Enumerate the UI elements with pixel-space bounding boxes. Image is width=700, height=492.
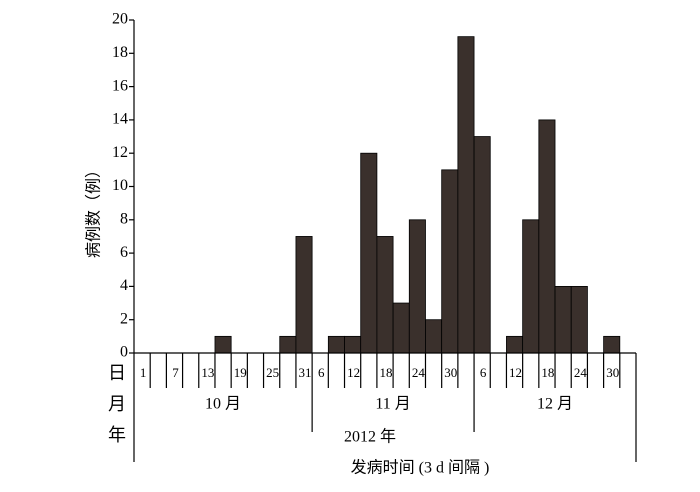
bar [554,285,572,354]
x-tick-label: 25 [266,365,279,380]
bar [279,335,297,354]
month-label: 11 月 [375,396,410,413]
y-tick-label: 0 [120,344,128,361]
y-tick-label: 10 [112,177,128,194]
row-label: 日 [108,363,126,383]
bar [473,136,491,354]
y-tick-label: 6 [120,244,128,261]
y-tick-label: 8 [120,210,128,227]
bar [522,219,540,354]
x-tick-label: 13 [201,365,214,380]
x-tick-label: 30 [606,365,619,380]
month-label: 10 月 [205,396,241,413]
x-tick-label: 31 [299,365,312,380]
x-tick-label: 30 [444,365,457,380]
bar [506,335,524,354]
bar [344,335,362,354]
x-tick-label: 6 [318,365,325,380]
bar [603,335,621,354]
month-label: 12 月 [537,396,573,413]
x-tick-label: 7 [172,365,179,380]
y-tick-label: 20 [112,11,128,28]
row-label: 年 [108,425,126,445]
bar [441,169,459,354]
bar [376,236,394,354]
x-tick-label: 24 [574,365,588,380]
x-tick-label: 1 [140,365,147,380]
y-tick-label: 2 [120,310,128,327]
year-label: 2012 年 [344,428,396,446]
bar [392,302,410,354]
x-tick-label: 12 [509,365,522,380]
y-tick-label: 18 [112,44,128,61]
y-tick-label: 16 [112,77,128,94]
bar [408,219,426,354]
y-tick-label: 4 [120,277,128,294]
bar [570,285,588,354]
bar [327,335,345,354]
bar [295,236,313,354]
x-tick-label: 6 [480,365,487,380]
row-label: 月 [108,394,126,414]
y-tick-label: 14 [112,111,128,128]
x-axis-title: 发病时间 (3 d 间隔 ) [351,459,490,477]
y-axis-title: 病例数（例） [85,162,103,258]
bar [360,152,378,354]
x-tick-label: 18 [541,365,554,380]
x-tick-label: 19 [234,365,247,380]
x-tick-label: 24 [412,365,426,380]
x-tick-label: 12 [347,365,360,380]
bar [538,119,556,354]
bar [214,335,232,354]
bar [457,36,475,354]
bar [425,319,443,354]
y-tick-label: 12 [112,144,128,161]
x-tick-label: 18 [380,365,393,380]
